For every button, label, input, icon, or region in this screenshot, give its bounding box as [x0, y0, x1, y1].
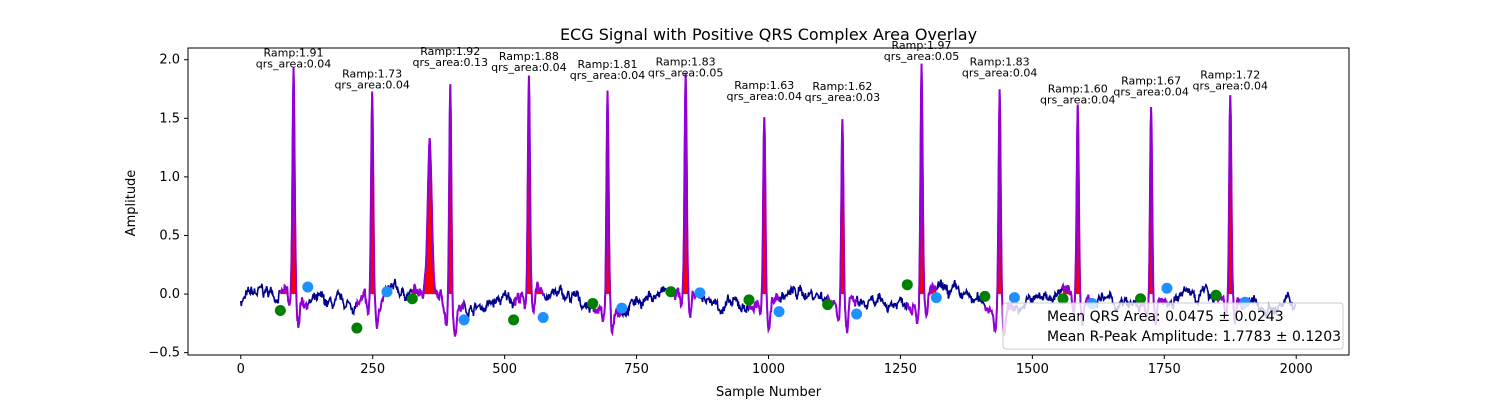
qrs-offset-marker [1161, 282, 1173, 294]
qrs-overlay-line [906, 63, 938, 325]
qrs-overlay-line [591, 90, 623, 337]
plot-area [239, 63, 1297, 337]
y-axis-label: Amplitude [124, 170, 139, 237]
qrs-area-label: qrs_area:0.04 [334, 78, 409, 91]
qrs-area-label: qrs_area:0.04 [1040, 94, 1115, 107]
x-tick-label: 1750 [1148, 362, 1181, 377]
qrs-offset-marker [537, 312, 549, 324]
qrs-offset-marker [381, 286, 393, 298]
qrs-offset-marker [851, 308, 863, 320]
y-tick-label: −0.5 [148, 346, 180, 361]
qrs-onset-marker [822, 299, 834, 311]
x-axis-ticks: 0 250 500 750 1000 1250 1500 1750 2000 [237, 355, 1313, 377]
qrs-onset-marker [351, 322, 363, 334]
qrs-overlay-line [747, 117, 781, 334]
x-tick-label: 1250 [884, 362, 917, 377]
qrs-offset-marker [302, 281, 314, 293]
legend: Mean QRS Area: 0.0475 ± 0.0243 Mean R-Pe… [1002, 302, 1344, 350]
qrs-onset-marker [274, 304, 286, 316]
legend-entry-r-peak-amplitude: Mean R-Peak Amplitude: 1.7783 ± 0.1203 [1047, 329, 1341, 345]
qrs-onset-marker [1057, 293, 1069, 305]
qrs-onset-marker [1135, 293, 1147, 305]
qrs-onset-marker [406, 293, 418, 305]
x-tick-label: 500 [492, 362, 517, 377]
r-amplitude-label: Ramp:1.88 [499, 50, 559, 63]
r-amplitude-label: Ramp:1.63 [734, 79, 794, 92]
r-amplitude-label: Ramp:1.97 [892, 39, 952, 52]
x-axis-label: Sample Number [716, 385, 822, 400]
qrs-area-label: qrs_area:0.04 [570, 69, 645, 82]
qrs-area-label: qrs_area:0.04 [1193, 80, 1268, 93]
qrs-overlay-line [411, 84, 465, 337]
qrs-area-fill [907, 63, 937, 295]
r-amplitude-label: Ramp:1.83 [970, 56, 1030, 69]
qrs-overlay-line [279, 67, 309, 328]
r-amplitude-label: Ramp:1.62 [812, 80, 872, 93]
r-amplitude-label: Ramp:1.83 [656, 56, 716, 69]
qrs-area-label: qrs_area:0.05 [648, 67, 723, 80]
qrs-area-fill [984, 89, 1015, 295]
y-tick-label: 0.0 [159, 287, 180, 302]
qrs-area-label: qrs_area:0.04 [256, 57, 331, 70]
qrs-offset-marker [773, 306, 785, 318]
beat-annotations: Ramp:1.91qrs_area:0.04Ramp:1.73qrs_area:… [256, 39, 1268, 106]
y-tick-label: 1.5 [159, 111, 180, 126]
legend-box [1002, 302, 1344, 350]
qrs-offset-marker [458, 314, 470, 326]
chart-title: ECG Signal with Positive QRS Complex Are… [560, 25, 977, 44]
qrs-area-label: qrs_area:0.04 [491, 61, 566, 74]
r-amplitude-label: Ramp:1.81 [578, 58, 638, 71]
r-amplitude-label: Ramp:1.91 [264, 46, 324, 59]
x-tick-label: 750 [624, 362, 649, 377]
qrs-overlay-line [512, 75, 545, 316]
qrs-area-label: qrs_area:0.03 [805, 91, 880, 104]
r-amplitude-label: Ramp:1.67 [1121, 74, 1181, 87]
qrs-overlay-line [1061, 104, 1093, 327]
r-amplitude-label: Ramp:1.73 [342, 67, 402, 80]
qrs-offset-marker [616, 302, 628, 314]
qrs-area-fill [670, 72, 700, 295]
qrs-offset-marker [694, 287, 706, 299]
qrs-onset-marker [587, 297, 599, 309]
qrs-onset-marker [979, 290, 991, 302]
qrs-overlay-line [355, 91, 388, 329]
y-tick-label: 0.5 [159, 228, 180, 243]
qrs-onset-marker [1210, 289, 1222, 301]
x-tick-label: 2000 [1280, 362, 1313, 377]
qrs-onset-marker [901, 279, 913, 291]
qrs-area-fill [1216, 95, 1246, 295]
qrs-offset-marker [930, 292, 942, 304]
x-tick-label: 250 [360, 362, 385, 377]
qrs-area-label: qrs_area:0.04 [962, 67, 1037, 80]
qrs-area-label: qrs_area:0.04 [727, 90, 802, 103]
qrs-area-label: qrs_area:0.13 [413, 56, 488, 69]
qrs-area-label: qrs_area:0.04 [1113, 85, 1188, 98]
y-axis-ticks: −0.5 0.0 0.5 1.0 1.5 2.0 [148, 53, 188, 361]
qrs-onset-marker [743, 294, 755, 306]
y-tick-label: 2.0 [159, 53, 180, 68]
x-tick-label: 1500 [1016, 362, 1049, 377]
r-amplitude-label: Ramp:1.60 [1048, 83, 1108, 96]
qrs-onset-marker [665, 286, 677, 298]
qrs-offset-marker [1008, 292, 1020, 304]
x-tick-label: 1000 [752, 362, 785, 377]
y-tick-label: 1.0 [159, 170, 180, 185]
x-tick-label: 0 [237, 362, 245, 377]
r-amplitude-label: Ramp:1.72 [1200, 69, 1260, 82]
qrs-area-label: qrs_area:0.05 [884, 50, 959, 63]
qrs-onset-marker [508, 314, 520, 326]
legend-entry-qrs-area: Mean QRS Area: 0.0475 ± 0.0243 [1047, 309, 1284, 325]
